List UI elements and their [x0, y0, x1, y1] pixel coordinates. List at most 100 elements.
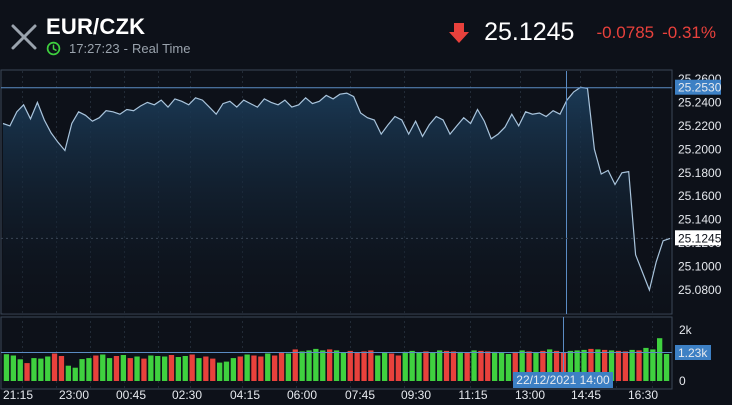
volume-bar [127, 358, 133, 381]
volume-bar [3, 354, 10, 381]
volume-bar [93, 355, 99, 381]
volume-bar [203, 356, 209, 381]
volume-bar [464, 352, 470, 381]
time-tick-label: 16:30 [628, 388, 658, 402]
volume-bar [182, 356, 188, 381]
volume-bar [643, 347, 649, 381]
pair-title: EUR/CZK [46, 14, 146, 39]
volume-bar [471, 350, 477, 381]
volume-bar [581, 349, 587, 381]
time-tick-label: 11:15 [458, 388, 487, 402]
price-change: -0.0785 [596, 22, 655, 42]
volume-bar [113, 356, 120, 381]
volume-bar [292, 349, 298, 381]
volume-bar [636, 350, 642, 381]
volume-bar [320, 350, 326, 381]
volume-bar [485, 351, 491, 381]
volume-bar [457, 351, 463, 381]
volume-bar [24, 363, 30, 381]
volume-bar [251, 355, 257, 381]
volume-bar [443, 350, 450, 381]
volume-bar [72, 367, 78, 381]
close-icon[interactable] [10, 23, 38, 51]
volume-bar [258, 356, 264, 381]
volume-bar [31, 358, 37, 381]
volume-bar [533, 352, 539, 381]
volume-bar [45, 356, 51, 381]
last-price-label: 25.1245 [678, 231, 722, 245]
crosshair-price-label: 25.2530 [678, 81, 722, 95]
crosshair-price-badge [675, 79, 721, 95]
time-tick-label: 00:45 [116, 388, 146, 402]
volume-bar [588, 348, 594, 381]
volume-bar [361, 351, 367, 381]
price-block: 25.1245 -0.0785 -0.31% [448, 18, 716, 47]
volume-bar [629, 349, 635, 381]
crosshair-volume-badge [675, 345, 711, 360]
volume-bar [395, 355, 401, 381]
volume-tick-label: 2k [679, 323, 693, 337]
time-tick-label: 23:00 [59, 388, 89, 402]
header: EUR/CZK 17:27:23 - Real Time 25.1245 -0.… [0, 0, 732, 68]
volume-bar [58, 356, 65, 381]
volume-bar [168, 355, 175, 381]
time-separator: - [123, 41, 128, 56]
volume-bar [306, 350, 312, 381]
volume-bar [313, 348, 319, 381]
price-change-percent: -0.31% [662, 22, 716, 42]
clock-icon [46, 41, 61, 56]
volume-bar [162, 356, 168, 381]
volume-bar [388, 353, 395, 381]
volume-bar [272, 355, 278, 381]
volume-bars [3, 338, 670, 381]
volume-bar [265, 353, 271, 381]
volume-bar [478, 350, 484, 381]
volume-bar [492, 351, 498, 381]
volume-bar [416, 352, 422, 381]
volume-bar [148, 355, 154, 381]
mode-text: Real Time [131, 41, 191, 56]
volume-bar [553, 350, 560, 381]
volume-bar [285, 353, 291, 381]
volume-bar [650, 349, 656, 381]
time-tick-label: 14:45 [571, 388, 601, 402]
volume-bar [402, 351, 408, 381]
volume-bar [155, 356, 161, 381]
volume-bar [375, 355, 381, 381]
volume-bar [505, 354, 512, 381]
volume-bar [333, 350, 340, 381]
volume-bar [437, 350, 443, 381]
volume-bar [430, 352, 436, 381]
time-tick-label: 04:15 [230, 388, 260, 402]
last-price: 25.1245 [484, 18, 575, 46]
time-tick-label: 06:00 [287, 388, 317, 402]
volume-bar [278, 352, 285, 381]
price-chart[interactable]: 25.260025.240025.220025.200025.180025.16… [0, 68, 732, 405]
volume-bar [223, 361, 230, 381]
volume-bar [65, 365, 71, 381]
volume-bar [540, 350, 546, 381]
volume-bar [79, 359, 85, 381]
price-tick-label: 25.1400 [678, 213, 722, 227]
volume-bar [230, 358, 236, 381]
volume-bar [196, 358, 202, 381]
crosshair-time-badge [513, 372, 613, 388]
time-tick-label: 02:30 [172, 388, 202, 402]
price-tick-label: 25.2400 [678, 95, 722, 109]
volume-bar [608, 350, 615, 381]
volume-bar [17, 359, 23, 381]
volume-bar [547, 349, 553, 381]
crosshair-time-label: 22/12/2021 14:00 [516, 373, 610, 387]
volume-bar [567, 350, 573, 381]
volume-bar [86, 358, 92, 381]
volume-bar [175, 357, 181, 381]
price-axis: 25.260025.240025.220025.200025.180025.16… [675, 72, 722, 297]
volume-bar [519, 350, 525, 381]
price-tick-label: 25.1800 [678, 166, 722, 180]
volume-bar [210, 358, 216, 381]
volume-bar [327, 349, 333, 381]
volume-bar [38, 358, 44, 381]
volume-bar [615, 350, 622, 381]
time-axis: 21:15 23:00 00:45 02:30 04:15 06:00 07:45 09:30… [3, 372, 658, 402]
price-tick-label: 25.1000 [678, 260, 722, 274]
